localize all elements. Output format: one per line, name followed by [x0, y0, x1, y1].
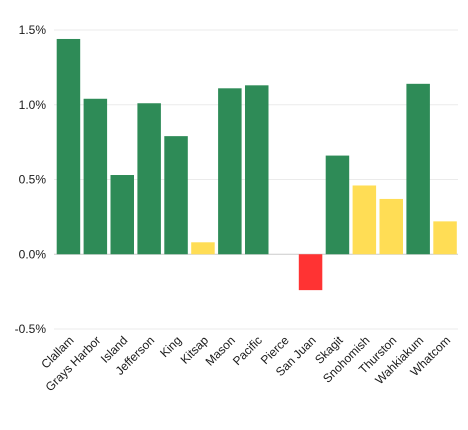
x-tick-label: Pacific	[230, 333, 265, 368]
bar-pacific[interactable]	[245, 85, 269, 255]
y-tick-label: -0.5%	[15, 322, 47, 336]
bar-island[interactable]	[110, 175, 135, 255]
y-tick-label: 1.5%	[19, 23, 47, 37]
bars	[56, 38, 457, 291]
bar-grays-harbor[interactable]	[83, 98, 108, 255]
bar-kitsap[interactable]	[191, 242, 215, 255]
bar-wahkiakum[interactable]	[406, 83, 430, 255]
bar-king[interactable]	[164, 136, 188, 255]
y-tick-label: 0.0%	[19, 247, 47, 261]
x-tick-label: Mason	[203, 333, 238, 368]
y-tick-label: 0.5%	[19, 173, 47, 187]
y-tick-label: 1.0%	[19, 98, 47, 112]
bar-skagit[interactable]	[325, 155, 350, 255]
bar-mason[interactable]	[218, 88, 242, 255]
bar-whatcom[interactable]	[433, 221, 457, 255]
bar-san-juan[interactable]	[298, 254, 323, 291]
bar-clallam[interactable]	[56, 38, 81, 255]
bar-snohomish[interactable]	[352, 185, 377, 255]
y-axis-tick-labels: 1.5% 1.0% 0.5% 0.0% -0.5%	[15, 23, 47, 336]
bar-jefferson[interactable]	[137, 103, 161, 255]
bar-thurston[interactable]	[379, 198, 404, 255]
